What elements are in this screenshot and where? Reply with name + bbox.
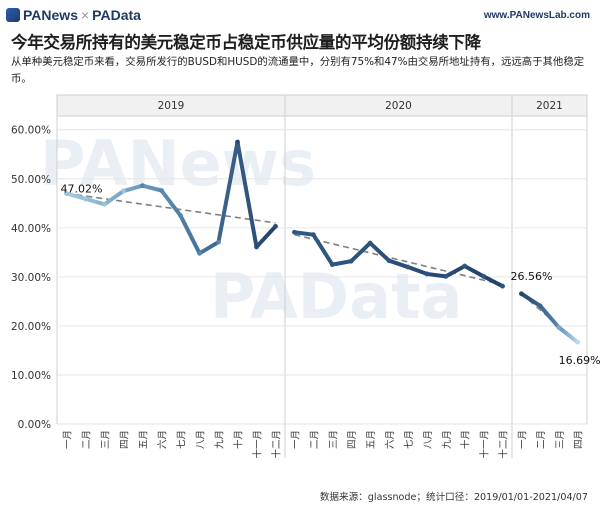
data-point bbox=[329, 262, 335, 268]
facet-year-label: 2019 bbox=[158, 100, 185, 112]
x-tick-label: 一月 bbox=[290, 430, 301, 449]
x-tick-label: 四月 bbox=[347, 430, 358, 449]
x-tick-label: 四月 bbox=[574, 430, 585, 449]
data-source-note: 数据来源：glassnode；统计口径：2019/01/01-2021/04/0… bbox=[319, 492, 588, 503]
data-point bbox=[348, 258, 354, 264]
data-point bbox=[443, 273, 449, 279]
x-tick-label: 十月 bbox=[233, 430, 245, 449]
data-point bbox=[575, 339, 581, 345]
series-line bbox=[519, 291, 580, 345]
panews-logo-icon bbox=[6, 8, 20, 22]
data-point bbox=[83, 196, 88, 202]
data-point bbox=[310, 232, 316, 238]
x-tick-label: 八月 bbox=[196, 430, 207, 449]
y-tick-label: 20.00% bbox=[11, 321, 51, 333]
facet-header-strip bbox=[56, 94, 588, 117]
x-tick-label: 十二月 bbox=[498, 430, 510, 459]
x-tick-label: 七月 bbox=[177, 430, 188, 449]
x-tick-label: 五月 bbox=[139, 430, 150, 449]
data-point bbox=[235, 139, 240, 145]
data-point bbox=[254, 244, 259, 250]
site-url: www.PANewsLab.com bbox=[483, 10, 590, 21]
watermark-panews-text: PANews bbox=[40, 127, 316, 200]
chart-subtitle: 从单种美元稳定币来看，交易所发行的BUSD和HUSD的流通量中，分别有75%和4… bbox=[11, 56, 585, 85]
data-point bbox=[121, 188, 126, 194]
x-tick-label: 六月 bbox=[384, 430, 396, 449]
y-tick-label: 60.00% bbox=[11, 125, 51, 137]
chart-title: 今年交易所持有的美元稳定币占稳定币供应量的平均份额持续下降 bbox=[11, 33, 481, 52]
x-tick-label: 六月 bbox=[157, 430, 169, 449]
x-tick-label: 二月 bbox=[82, 430, 93, 449]
brand-separator: × bbox=[80, 7, 90, 23]
data-point bbox=[102, 201, 107, 207]
x-tick-label: 七月 bbox=[404, 430, 415, 449]
facet-year-label: 2020 bbox=[385, 100, 412, 112]
data-point bbox=[367, 240, 373, 246]
x-tick-label: 十一月 bbox=[479, 430, 491, 459]
facet-year-label: 2021 bbox=[536, 100, 563, 112]
x-tick-label: 三月 bbox=[328, 430, 339, 449]
header-bar: PANews × PAData www.PANewsLab.com bbox=[0, 0, 600, 32]
brand-logo: PANews × PAData bbox=[6, 7, 141, 23]
x-tick-label: 二月 bbox=[309, 430, 320, 449]
data-point bbox=[140, 183, 145, 189]
data-point bbox=[386, 258, 392, 264]
y-tick-label: 0.00% bbox=[18, 419, 51, 431]
x-tick-label: 二月 bbox=[536, 430, 547, 449]
x-tick-label: 九月 bbox=[214, 430, 226, 449]
x-tick-label: 八月 bbox=[423, 430, 434, 449]
data-point bbox=[537, 303, 543, 309]
x-tick-label: 一月 bbox=[63, 430, 74, 449]
data-point bbox=[197, 250, 202, 256]
y-tick-label: 30.00% bbox=[11, 272, 51, 284]
y-tick-label: 50.00% bbox=[11, 174, 51, 186]
x-tick-label: 一月 bbox=[517, 430, 528, 449]
data-label: 16.69% bbox=[559, 354, 600, 367]
watermark-padata-text: PAData bbox=[210, 260, 463, 333]
data-point bbox=[424, 271, 430, 277]
series-line bbox=[64, 139, 278, 256]
data-point bbox=[159, 188, 164, 193]
brand-padata: PAData bbox=[92, 7, 141, 23]
data-label: 26.56% bbox=[511, 270, 553, 283]
series-line bbox=[292, 230, 505, 289]
data-point bbox=[216, 239, 221, 245]
trend-line bbox=[66, 192, 276, 224]
x-tick-label: 九月 bbox=[441, 430, 453, 449]
y-tick-label: 40.00% bbox=[11, 223, 51, 235]
x-tick-label: 十月 bbox=[460, 430, 472, 449]
data-point bbox=[518, 291, 524, 297]
x-tick-label: 三月 bbox=[555, 430, 566, 449]
y-tick-label: 10.00% bbox=[11, 370, 51, 382]
x-tick-label: 三月 bbox=[101, 430, 112, 449]
watermark: PANews PAData bbox=[40, 127, 463, 333]
data-point bbox=[481, 273, 487, 279]
x-tick-label: 四月 bbox=[120, 430, 131, 449]
data-point bbox=[178, 213, 183, 218]
brand-panews: PANews bbox=[23, 7, 78, 23]
data-point bbox=[556, 324, 562, 330]
data-point bbox=[500, 283, 505, 289]
data-point bbox=[273, 223, 278, 229]
data-label: 47.02% bbox=[61, 182, 103, 195]
x-tick-label: 五月 bbox=[366, 430, 377, 449]
trend-line bbox=[294, 233, 503, 286]
data-point bbox=[292, 229, 297, 235]
x-tick-label: 十二月 bbox=[271, 430, 283, 459]
data-point bbox=[462, 263, 468, 269]
x-tick-label: 十一月 bbox=[252, 430, 264, 459]
data-point bbox=[405, 264, 411, 270]
data-point bbox=[64, 191, 69, 196]
